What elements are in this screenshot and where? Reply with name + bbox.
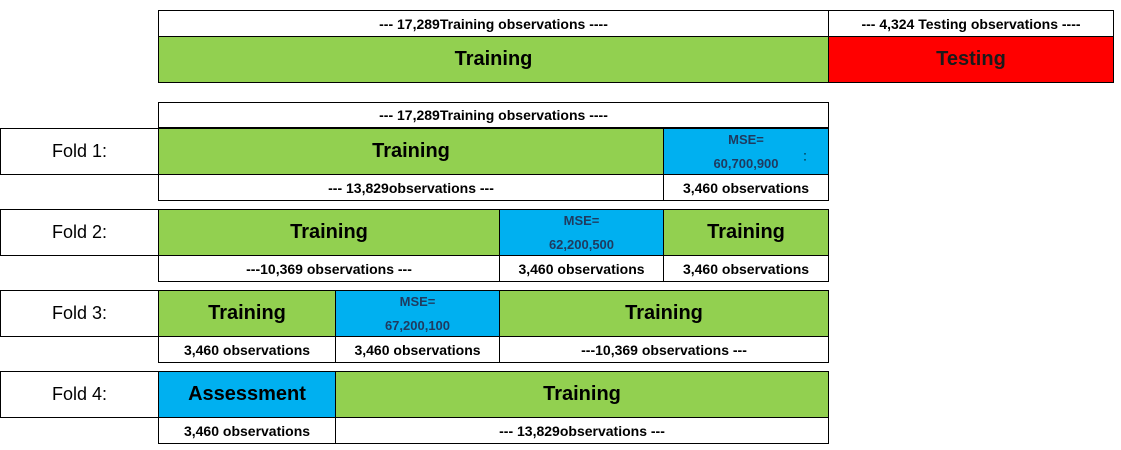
- fold-1-label: Fold 1:: [0, 128, 159, 175]
- fold-1-training-block: Training: [158, 128, 664, 175]
- fold-3-mse-title: MSE=: [399, 293, 436, 309]
- fold-2-val-obs: 3,460 observations: [499, 255, 664, 282]
- fold-2-mse-value: 62,200,500: [548, 236, 615, 252]
- fold-4-label: Fold 4:: [0, 371, 159, 418]
- fold-2-training-block-right: Training: [663, 209, 829, 256]
- fold-2-mse-block: MSE= 62,200,500: [499, 209, 664, 256]
- fold-3-label: Fold 3:: [0, 290, 159, 337]
- fold-3-mse-value: 67,200,100: [384, 317, 451, 333]
- fold-3-train-obs-right: ---10,369 observations ---: [499, 336, 829, 363]
- fold-2-mse-title: MSE=: [563, 212, 600, 228]
- fold-2-label: Fold 2:: [0, 209, 159, 256]
- testing-block: Testing: [828, 36, 1114, 83]
- fold-3-val-obs: 3,460 observations: [335, 336, 500, 363]
- fold-4-assess-obs: 3,460 observations: [158, 417, 336, 444]
- fold-3-training-block-right: Training: [499, 290, 829, 337]
- fold-2-training-block-left: Training: [158, 209, 500, 256]
- fold-2-train-obs-right: 3,460 observations: [663, 255, 829, 282]
- fold-3-train-obs-left: 3,460 observations: [158, 336, 336, 363]
- test-count-label: --- 4,324 Testing observations ----: [828, 10, 1114, 37]
- fold-4-training-block: Training: [335, 371, 829, 418]
- fold-4-assessment-block: Assessment: [158, 371, 336, 418]
- fold-1-mse-title: MSE=: [728, 131, 764, 147]
- train-count-label: --- 17,289Training observations ----: [158, 10, 829, 37]
- fold-4-train-obs: --- 13,829observations ---: [335, 417, 829, 444]
- fold-1-mse-block: MSE= 60,700,900: [663, 128, 829, 175]
- fold-3-training-block-left: Training: [158, 290, 336, 337]
- fold-2-train-obs-left: ---10,369 observations ---: [158, 255, 500, 282]
- fold-1-mse-value: 60,700,900: [713, 155, 779, 171]
- fold-1-train-obs: --- 13,829observations ---: [158, 174, 664, 201]
- cv-train-count-label: --- 17,289Training observations ----: [158, 102, 829, 128]
- fold-1-val-obs: 3,460 observations: [663, 174, 829, 201]
- training-block: Training: [158, 36, 829, 83]
- fold-3-mse-block: MSE= 67,200,100: [335, 290, 500, 337]
- resize-dots-icon: · ·: [803, 146, 807, 166]
